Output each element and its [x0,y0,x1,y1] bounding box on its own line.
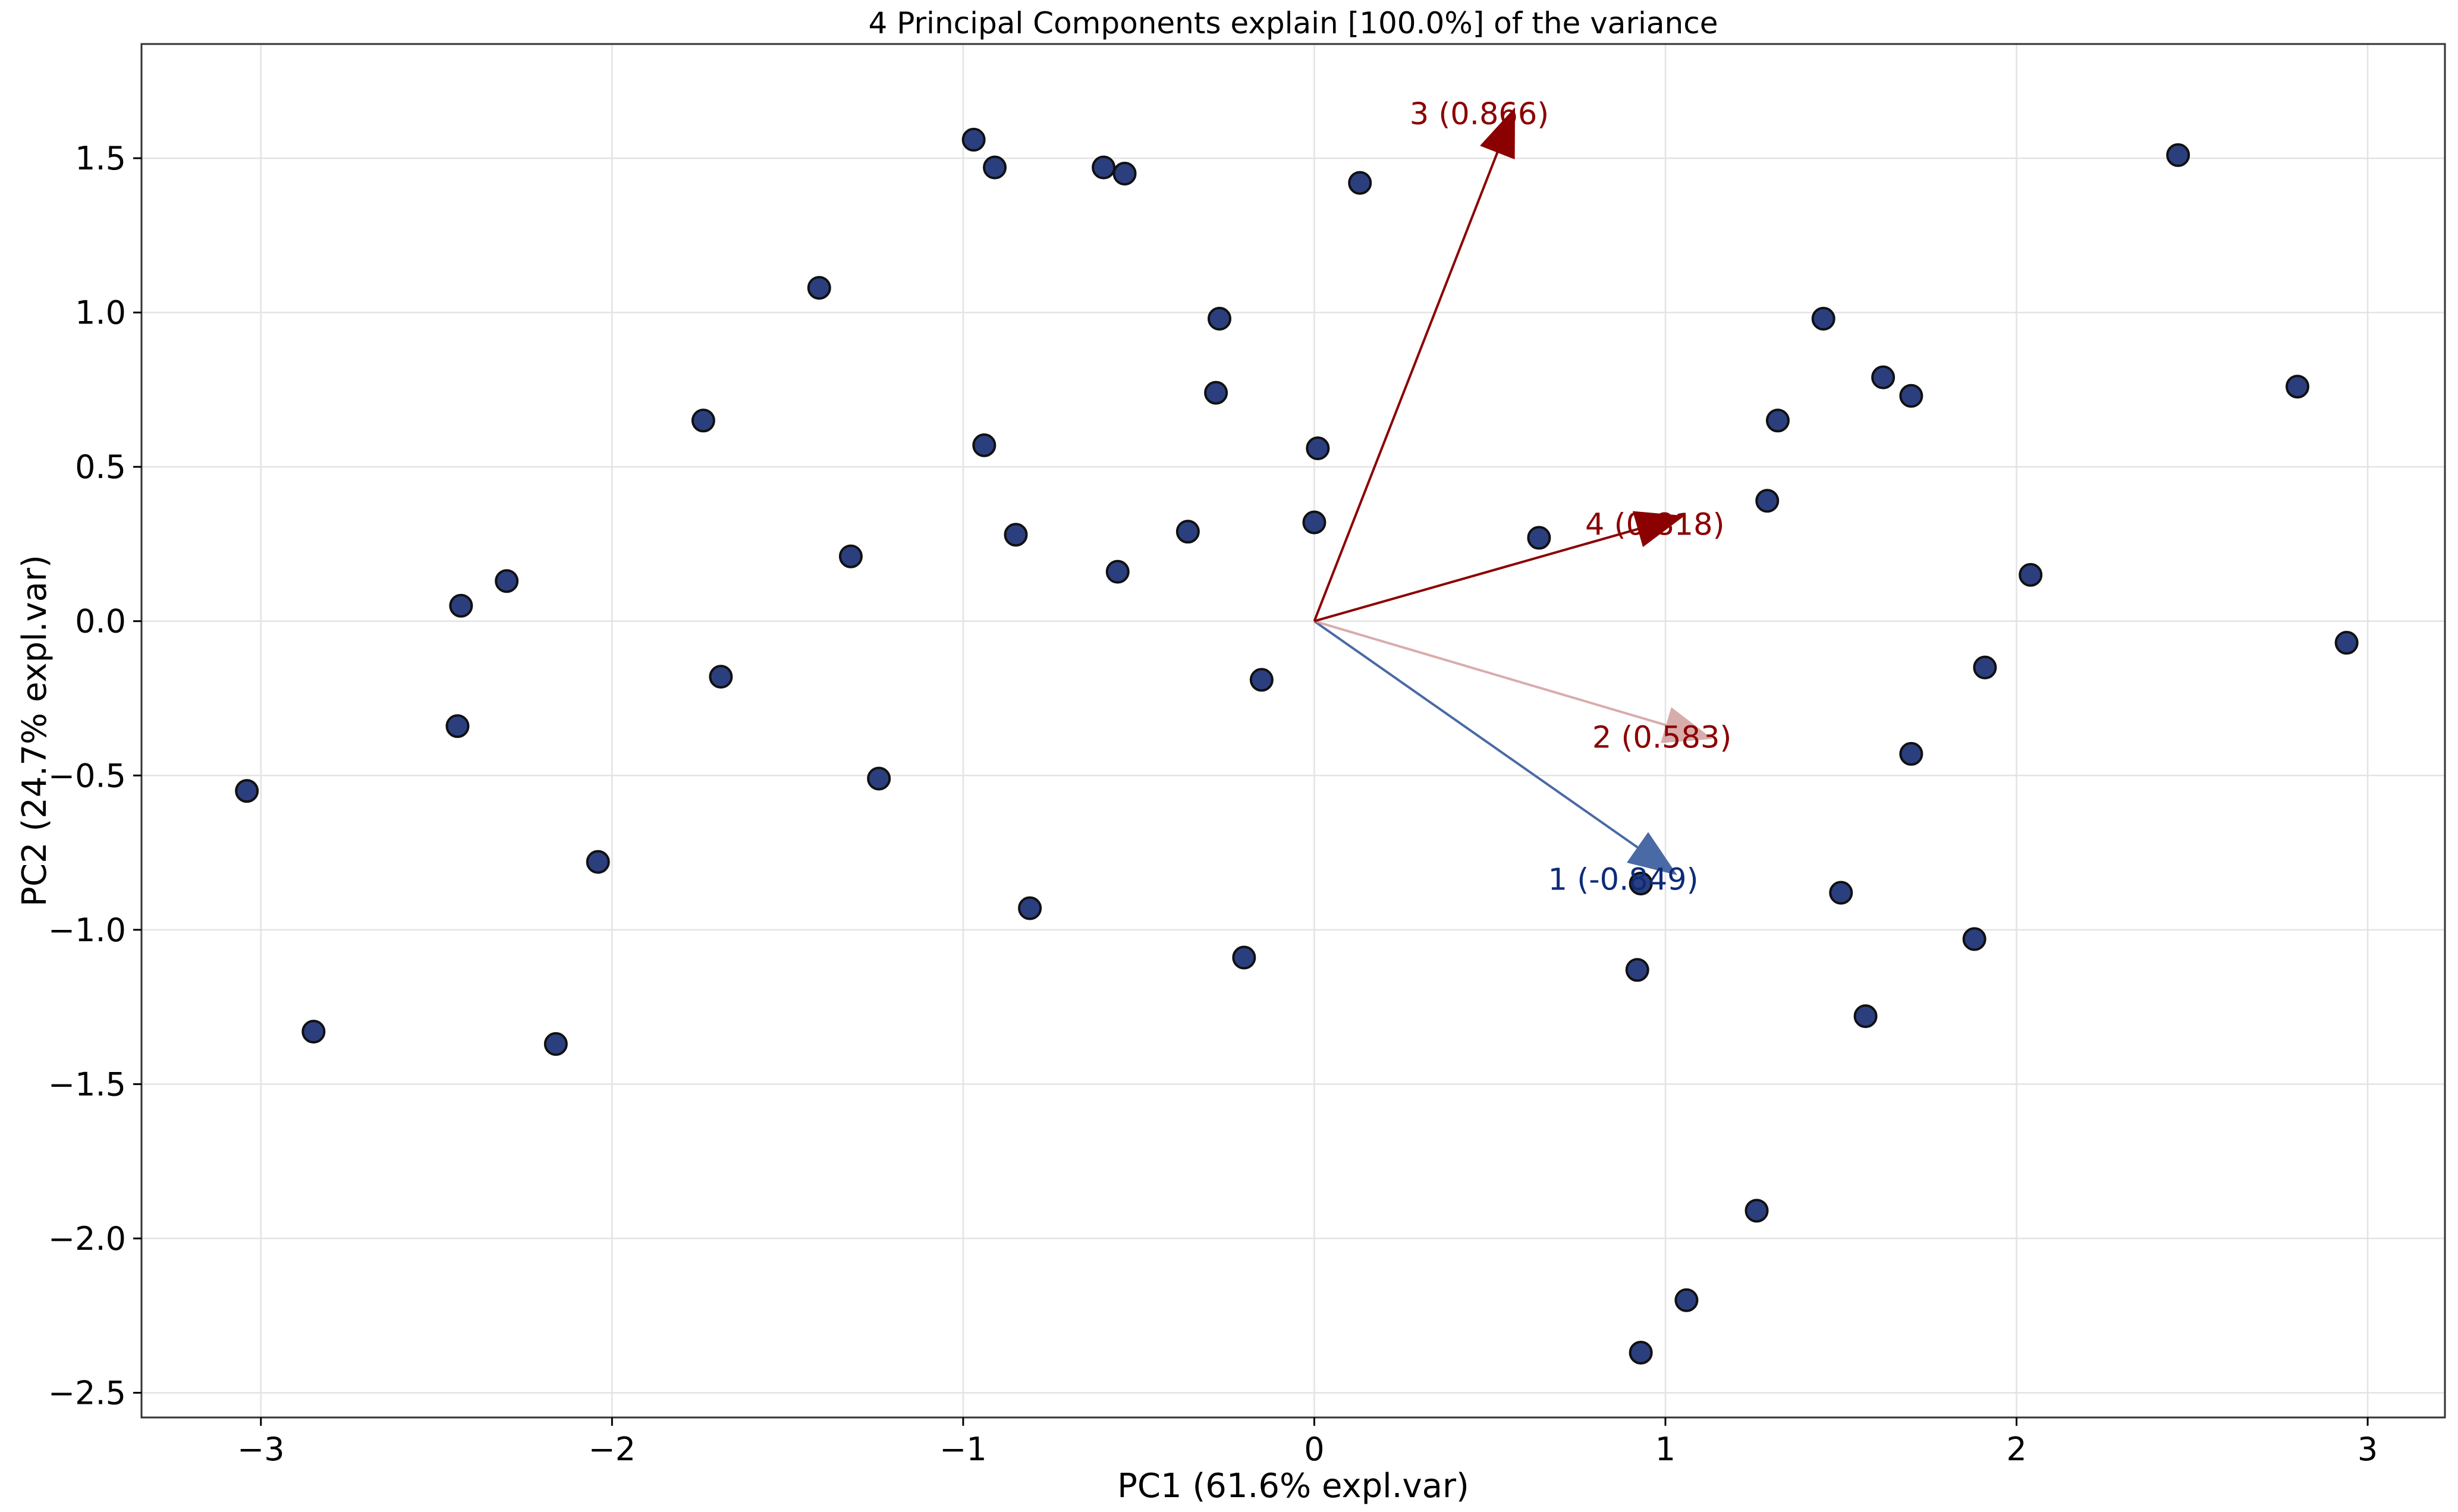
loading-labels: 1 (-0.849) 2 (0.583) 3 (0.866) 4 (0.818) [1410,97,1732,897]
y-tick-label: −2.5 [48,1374,126,1412]
score-point [2285,375,2309,399]
score-point [2019,562,2043,587]
score-point [1527,526,1551,550]
score-point [543,1032,568,1056]
score-point [586,850,610,874]
score-point [1112,162,1137,186]
score-point [2334,631,2359,655]
y-tick-label: −2.0 [48,1220,126,1258]
score-point [1853,1004,1878,1029]
loading-arrow [1313,107,1516,622]
grid-lines [142,44,2445,1417]
score-point [983,155,1007,180]
score-point [838,544,863,568]
loading-arrow-head [1626,832,1677,875]
score-point [1973,655,1997,680]
score-point [1092,155,1116,180]
score-point [1629,871,1653,895]
loading-label: 1 (-0.849) [1548,862,1699,897]
score-point [1811,307,1835,331]
score-point [1674,1288,1699,1312]
score-point [1306,436,1330,461]
score-point [1745,1199,1769,1223]
loading-vectors [1313,107,1713,875]
loading-arrow-head [1480,107,1516,160]
x-tick-label: −3 [237,1431,285,1468]
score-point [961,127,986,152]
loading-arrow-shaft [1313,151,1499,622]
score-point [867,766,891,791]
y-tick-label: −1.5 [48,1065,126,1103]
loading-label: 2 (0.583) [1592,721,1731,756]
score-point [495,569,519,593]
score-point [1899,741,1923,766]
y-tick-label: 1.5 [75,140,126,177]
score-point [1629,1340,1653,1365]
score-point [1829,881,1853,905]
loading-arrow-shaft [1313,620,1639,849]
score-point [1207,307,1231,331]
y-axis-label: PC2 (24.7% expl.var) [15,555,54,907]
score-point [1204,381,1228,405]
score-point [691,408,715,433]
y-tick-label: 0.0 [75,603,126,640]
y-tick-label: 0.5 [75,448,126,486]
x-tick-label: 2 [2006,1431,2026,1468]
y-axis-ticks: −2.5 −2.0 −1.5 −1.0 −0.5 0.0 0.5 1.0 1.5 [48,140,142,1412]
score-points [235,127,2359,1365]
score-point [445,714,470,738]
score-point [2166,143,2190,167]
x-tick-label: −1 [939,1431,987,1468]
score-point [972,433,997,457]
x-axis-label: PC1 (61.6% expl.var) [1117,1467,1469,1505]
loading-arrow [1313,620,1713,743]
plot-frame [140,43,2446,1419]
x-tick-label: 0 [1304,1431,1324,1468]
loading-arrow-head [1632,511,1685,548]
score-point [1348,171,1372,195]
score-point [1625,958,1649,982]
y-tick-label: 1.0 [75,294,126,332]
score-point [1871,365,1896,389]
score-point [1018,896,1042,920]
score-point [449,593,473,618]
score-point [1755,489,1780,513]
score-point [301,1020,326,1044]
loading-arrow-head [1661,707,1713,743]
score-point [235,779,259,803]
x-tick-label: 1 [1655,1431,1676,1468]
loading-arrow [1313,511,1685,623]
score-point [1302,510,1327,535]
score-point [1899,383,1923,408]
loading-label: 3 (0.866) [1410,97,1549,132]
score-point [1962,927,1986,951]
score-point [1105,559,1130,584]
score-point [1004,523,1028,547]
score-point [1765,408,1790,433]
x-tick-label: −2 [589,1431,636,1468]
chart-title: 4 Principal Components explain [100.0%] … [869,6,1718,40]
loading-arrow [1313,620,1677,875]
x-tick-label: 3 [2358,1431,2378,1468]
y-tick-label: −0.5 [48,757,126,794]
score-point [709,665,733,689]
x-axis-ticks: −3 −2 −1 0 1 2 3 [237,1417,2378,1468]
loading-label: 4 (0.818) [1585,507,1724,542]
score-point [1175,520,1200,544]
loading-arrow-shaft [1313,620,1667,727]
loading-arrow-shaft [1313,527,1639,623]
score-point [807,276,831,300]
score-point [1249,668,1274,692]
y-tick-label: −1.0 [48,911,126,949]
score-point [1232,945,1256,970]
